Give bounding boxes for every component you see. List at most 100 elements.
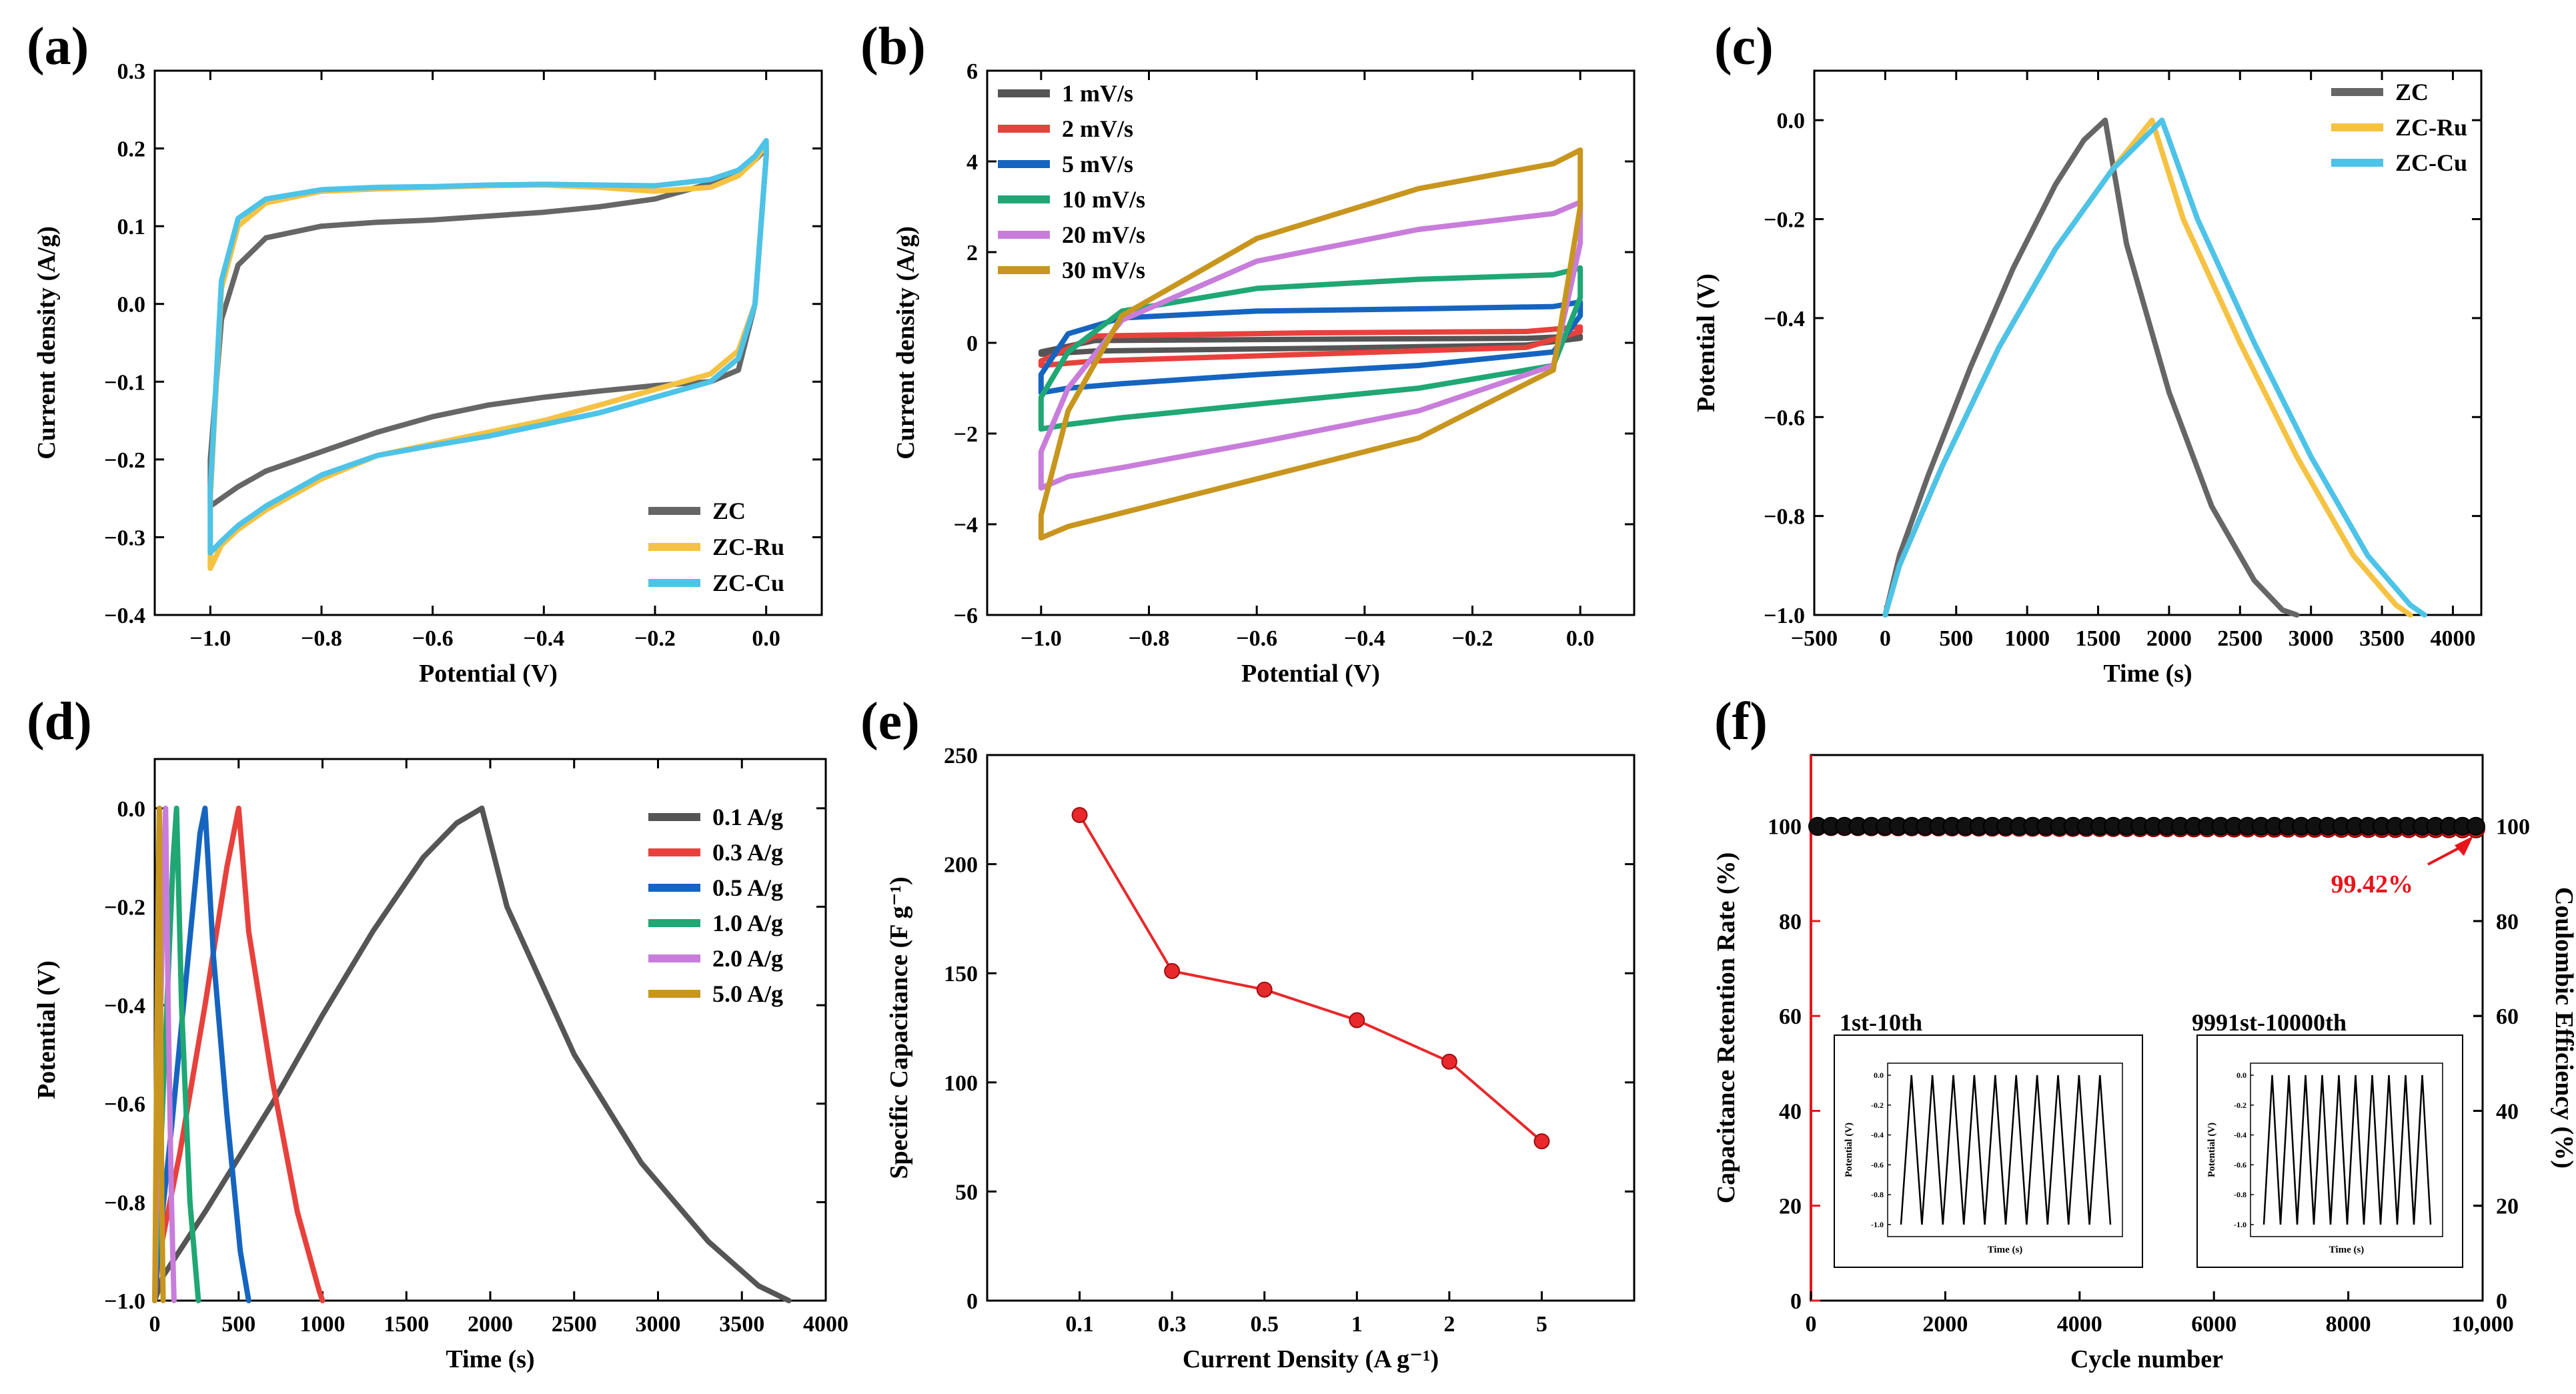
x-tick-label: 10,000 — [2451, 1312, 2514, 1337]
y-tick-label: −0.6 — [1764, 406, 1805, 430]
series-line-20-mv-s — [1038, 199, 1583, 491]
y-axis-title-right: Coulombic Efficiency (%) — [2550, 887, 2576, 1169]
inset-plot-frame — [1887, 1063, 2123, 1237]
inset-y-tick-label: -0.8 — [2234, 1190, 2246, 1199]
plot-frame — [1813, 69, 2483, 616]
capacitance-point — [1349, 1012, 1365, 1028]
legend-label: 30 mV/s — [1062, 257, 1145, 283]
x-tick-label: −0.2 — [634, 626, 676, 651]
y-tick-label: 250 — [944, 744, 978, 768]
y-tick-label: 0.2 — [117, 137, 146, 162]
y-tick-label: 80 — [1779, 910, 1802, 934]
y-axis-title: Capacitance Retention Rate (%) — [1712, 852, 1740, 1204]
inset-y-title: Potential (V) — [2206, 1123, 2217, 1177]
x-tick-label: 4000 — [2057, 1312, 2102, 1337]
inset-1: 1st-10th 0.0 -0.2 -0.4 -0.6 -0.8 -1.0 Time (s) P… — [1834, 1009, 2143, 1268]
capacitance-point — [1071, 806, 1088, 823]
y-tick-label: −2 — [954, 422, 978, 447]
retention-annotation: 99.42% — [2331, 870, 2414, 898]
annotation-arrowhead — [2454, 836, 2473, 856]
legend-label: ZC-Cu — [2395, 149, 2467, 176]
x-tick-label: −0.6 — [412, 626, 454, 651]
panel-label: (b) — [860, 17, 926, 76]
x-tick-label: −1.0 — [1021, 626, 1062, 651]
series-line-zc-cu — [1882, 117, 2427, 618]
inset-2: 9991st-10000th 0.0 -0.2 -0.4 -0.6 -0.8 -1.0 Tim… — [2192, 1009, 2463, 1268]
y-tick-label: −0.4 — [104, 994, 145, 1018]
inset-y-tick-label: -0.6 — [1871, 1160, 1884, 1169]
x-tick-label: 1000 — [300, 1312, 346, 1337]
y-tick-label: 200 — [944, 853, 978, 878]
panel-b: (b) −1.0 −0.8 −0.6 −0.4 −0.2 0.0 −6 −4 −2 0 2 4 6 Pote… — [860, 17, 1636, 688]
y-tick-label: 0.0 — [117, 797, 146, 822]
x-tick-label: 0 — [149, 1312, 161, 1337]
series-line-2-mv-s — [1038, 324, 1583, 368]
y-tick-label: 0.1 — [117, 215, 146, 239]
x-tick-label: 1 — [1351, 1312, 1363, 1337]
inset-y-tick-label: -1.0 — [2234, 1220, 2246, 1229]
x-tick-label: 0.0 — [752, 626, 780, 651]
x-axis-title: Current Density (A g⁻¹) — [1183, 1345, 1439, 1373]
y-tick-label: −0.2 — [104, 448, 145, 473]
x-tick-label: 2000 — [2146, 626, 2192, 651]
inset-title: 1st-10th — [1840, 1009, 1922, 1036]
x-tick-label: 3500 — [719, 1312, 764, 1337]
y-tick-label: 50 — [955, 1180, 978, 1205]
x-tick-label: −1.0 — [189, 626, 231, 651]
legend-label: 5 mV/s — [1062, 151, 1133, 177]
inset-y-title: Potential (V) — [1844, 1123, 1854, 1177]
inset-gcd-curve — [2263, 1075, 2432, 1225]
y-tick-label: −0.3 — [104, 526, 145, 550]
y-tick-label: 6 — [967, 59, 978, 84]
x-tick-label: 3500 — [2359, 626, 2405, 651]
legend-label: 1.0 A/g — [712, 910, 783, 936]
x-tick-label: 0.5 — [1250, 1312, 1279, 1337]
x-axis-title: Potential (V) — [419, 660, 558, 688]
panel-label: (a) — [27, 17, 89, 76]
series-line-5-mv-s — [1038, 299, 1583, 396]
x-tick-label: 1500 — [2076, 626, 2121, 651]
panel-c: (c) −500 0 500 1000 1500 2000 2500 3000 3500 4000 −… — [1692, 17, 2483, 688]
y-tick-label: 60 — [1779, 1004, 1802, 1029]
y-tick-label: 100 — [944, 1071, 978, 1096]
y-tick-label: −4 — [954, 513, 978, 538]
y-tick-label: −1.0 — [104, 1289, 145, 1314]
x-tick-label: 2000 — [468, 1312, 513, 1337]
y-tick-label: −0.1 — [104, 370, 145, 395]
legend: 0.1 A/g 0.3 A/g 0.5 A/g 1.0 A/g 2.0 A/g 5.0 A… — [648, 804, 783, 1007]
panel-label: (e) — [860, 692, 920, 751]
x-tick-label: 5 — [1536, 1312, 1547, 1337]
panel-label: (c) — [1714, 17, 1774, 76]
y-tick-label: 0 — [967, 331, 978, 356]
series-line-zc-cu — [207, 137, 769, 556]
y-tick-label: 2 — [967, 241, 978, 265]
inset-y-tick-label: 0.0 — [1874, 1071, 1884, 1080]
series-line-zc — [1882, 117, 2300, 618]
y-tick-label-right: 40 — [2496, 1099, 2519, 1124]
inset-title: 9991st-10000th — [2192, 1009, 2347, 1036]
x-tick-label: −0.4 — [523, 626, 564, 651]
x-tick-label: 2000 — [1922, 1312, 1968, 1337]
y-tick-label: 0 — [967, 1289, 978, 1314]
y-tick-label: −6 — [954, 604, 978, 628]
x-tick-label: 0.0 — [1566, 626, 1595, 651]
y-tick-label: 4 — [967, 150, 978, 175]
x-tick-label: 500 — [221, 1312, 255, 1337]
capacitance-point — [1533, 1133, 1550, 1150]
legend-label: 10 mV/s — [1062, 186, 1145, 213]
inset-y-tick-label: -0.4 — [1871, 1131, 1884, 1140]
y-tick-label: 0 — [1790, 1289, 1802, 1314]
inset-y-tick-label: -0.2 — [2234, 1101, 2246, 1110]
inset-y-tick-label: 0.0 — [2236, 1071, 2246, 1080]
x-tick-label: 0.3 — [1158, 1312, 1187, 1337]
x-tick-label: 1000 — [2004, 626, 2050, 651]
y-tick-label: −1.0 — [1764, 604, 1805, 628]
y-tick-label: −0.8 — [104, 1191, 145, 1215]
legend-label: 20 mV/s — [1062, 221, 1145, 248]
x-tick-label: −0.2 — [1452, 626, 1493, 651]
legend-label: 2.0 A/g — [712, 945, 783, 972]
x-tick-label: 500 — [1939, 626, 1973, 651]
x-tick-label: 8000 — [2326, 1312, 2371, 1337]
